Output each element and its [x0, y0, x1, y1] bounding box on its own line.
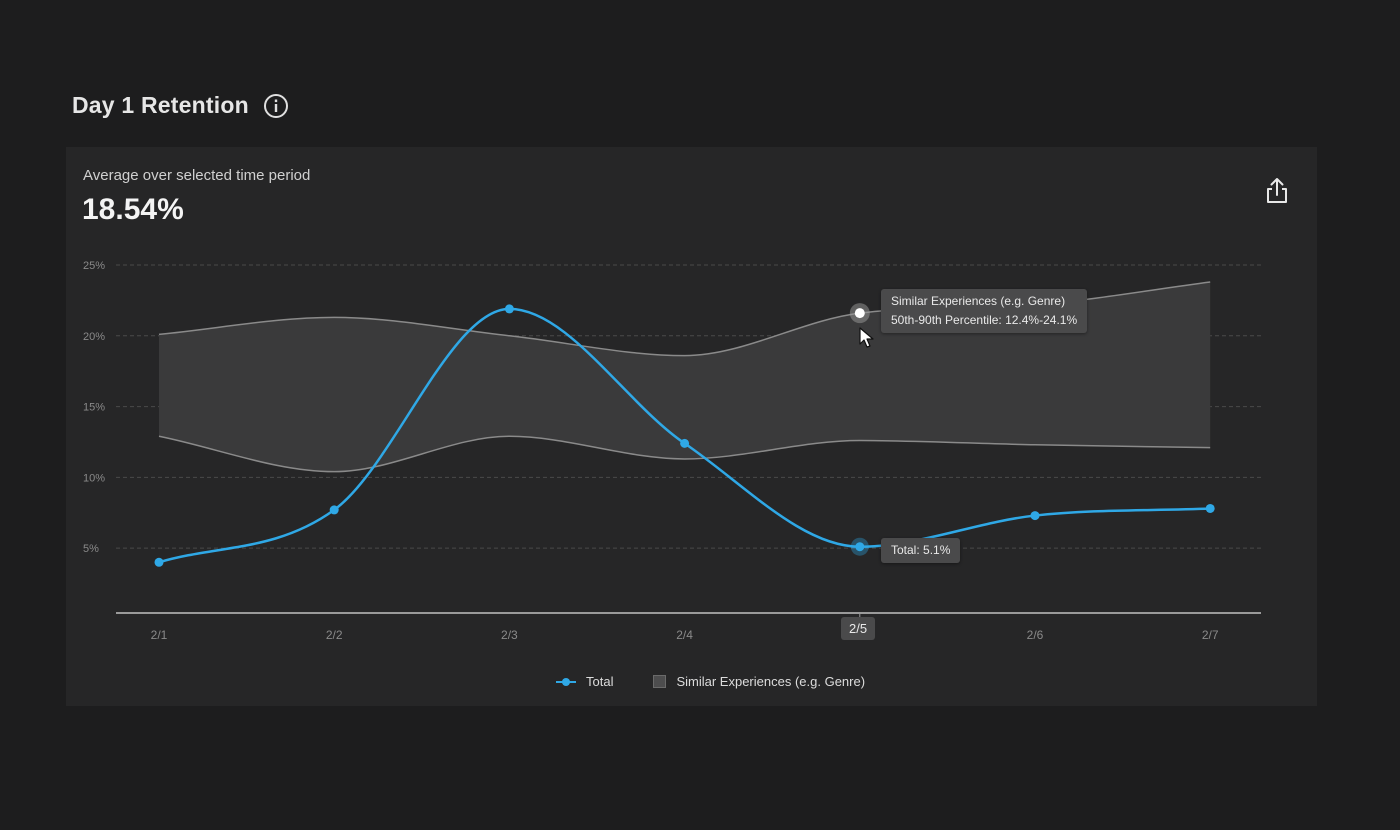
band-tooltip-range: 50th-90th Percentile: 12.4%-24.1% — [891, 313, 1078, 327]
band-lower-line — [158, 435, 1211, 473]
legend-label-total: Total — [586, 674, 614, 689]
total-point — [855, 542, 865, 552]
retention-card: Average over selected time period 18.54%… — [66, 147, 1317, 706]
page-title: Day 1 Retention — [72, 92, 249, 118]
total-point — [329, 505, 339, 515]
chart-legend: Total Similar Experiences (e.g. Genre) — [556, 674, 865, 689]
share-button[interactable] — [1262, 175, 1292, 207]
legend-item-total[interactable]: Total — [556, 674, 613, 689]
legend-line-marker — [556, 677, 576, 686]
total-point — [504, 304, 514, 314]
x-tick-label: 2/3 — [501, 628, 518, 642]
total-point — [1030, 511, 1040, 521]
x-tick-label: 2/6 — [1027, 628, 1044, 642]
x-tick-label: 2/1 — [151, 628, 168, 642]
x-tick-label: 2/4 — [676, 628, 693, 642]
average-value: 18.54% — [82, 193, 184, 226]
y-tick-label: 15% — [83, 402, 105, 414]
retention-chart: 25% 20% 15% 10% 5% 2/1 2/2 2/3 2/4 2/5 2/6 2/7 — [83, 260, 1261, 642]
x-tick-label: 2/7 — [1202, 628, 1219, 642]
title-row: Day 1 Retention — [72, 92, 289, 119]
share-icon — [1267, 178, 1287, 203]
legend-swatch-band — [653, 675, 667, 688]
band-point — [854, 308, 865, 319]
total-point — [1205, 503, 1215, 513]
band-tooltip: Similar Experiences (e.g. Genre) 50th-90… — [881, 289, 1088, 333]
total-tooltip: Total: 5.1% — [881, 538, 961, 563]
mouse-cursor-icon — [859, 327, 874, 348]
total-point — [680, 438, 690, 448]
y-tick-label: 10% — [83, 472, 105, 484]
x-axis-hover-label: 2/5 — [841, 617, 876, 640]
x-tick-label: 2/2 — [326, 628, 343, 642]
y-tick-label: 20% — [83, 331, 105, 343]
legend-item-band[interactable]: Similar Experiences (e.g. Genre) — [653, 674, 865, 689]
average-subtitle: Average over selected time period — [83, 167, 311, 184]
y-tick-label: 25% — [83, 260, 105, 272]
legend-label-band: Similar Experiences (e.g. Genre) — [676, 674, 866, 689]
total-point — [154, 557, 164, 567]
band-tooltip-title: Similar Experiences (e.g. Genre) — [891, 294, 1066, 308]
y-tick-label: 5% — [83, 543, 99, 555]
total-tooltip-value: Total: 5.1% — [891, 543, 951, 557]
info-icon[interactable] — [263, 93, 289, 119]
